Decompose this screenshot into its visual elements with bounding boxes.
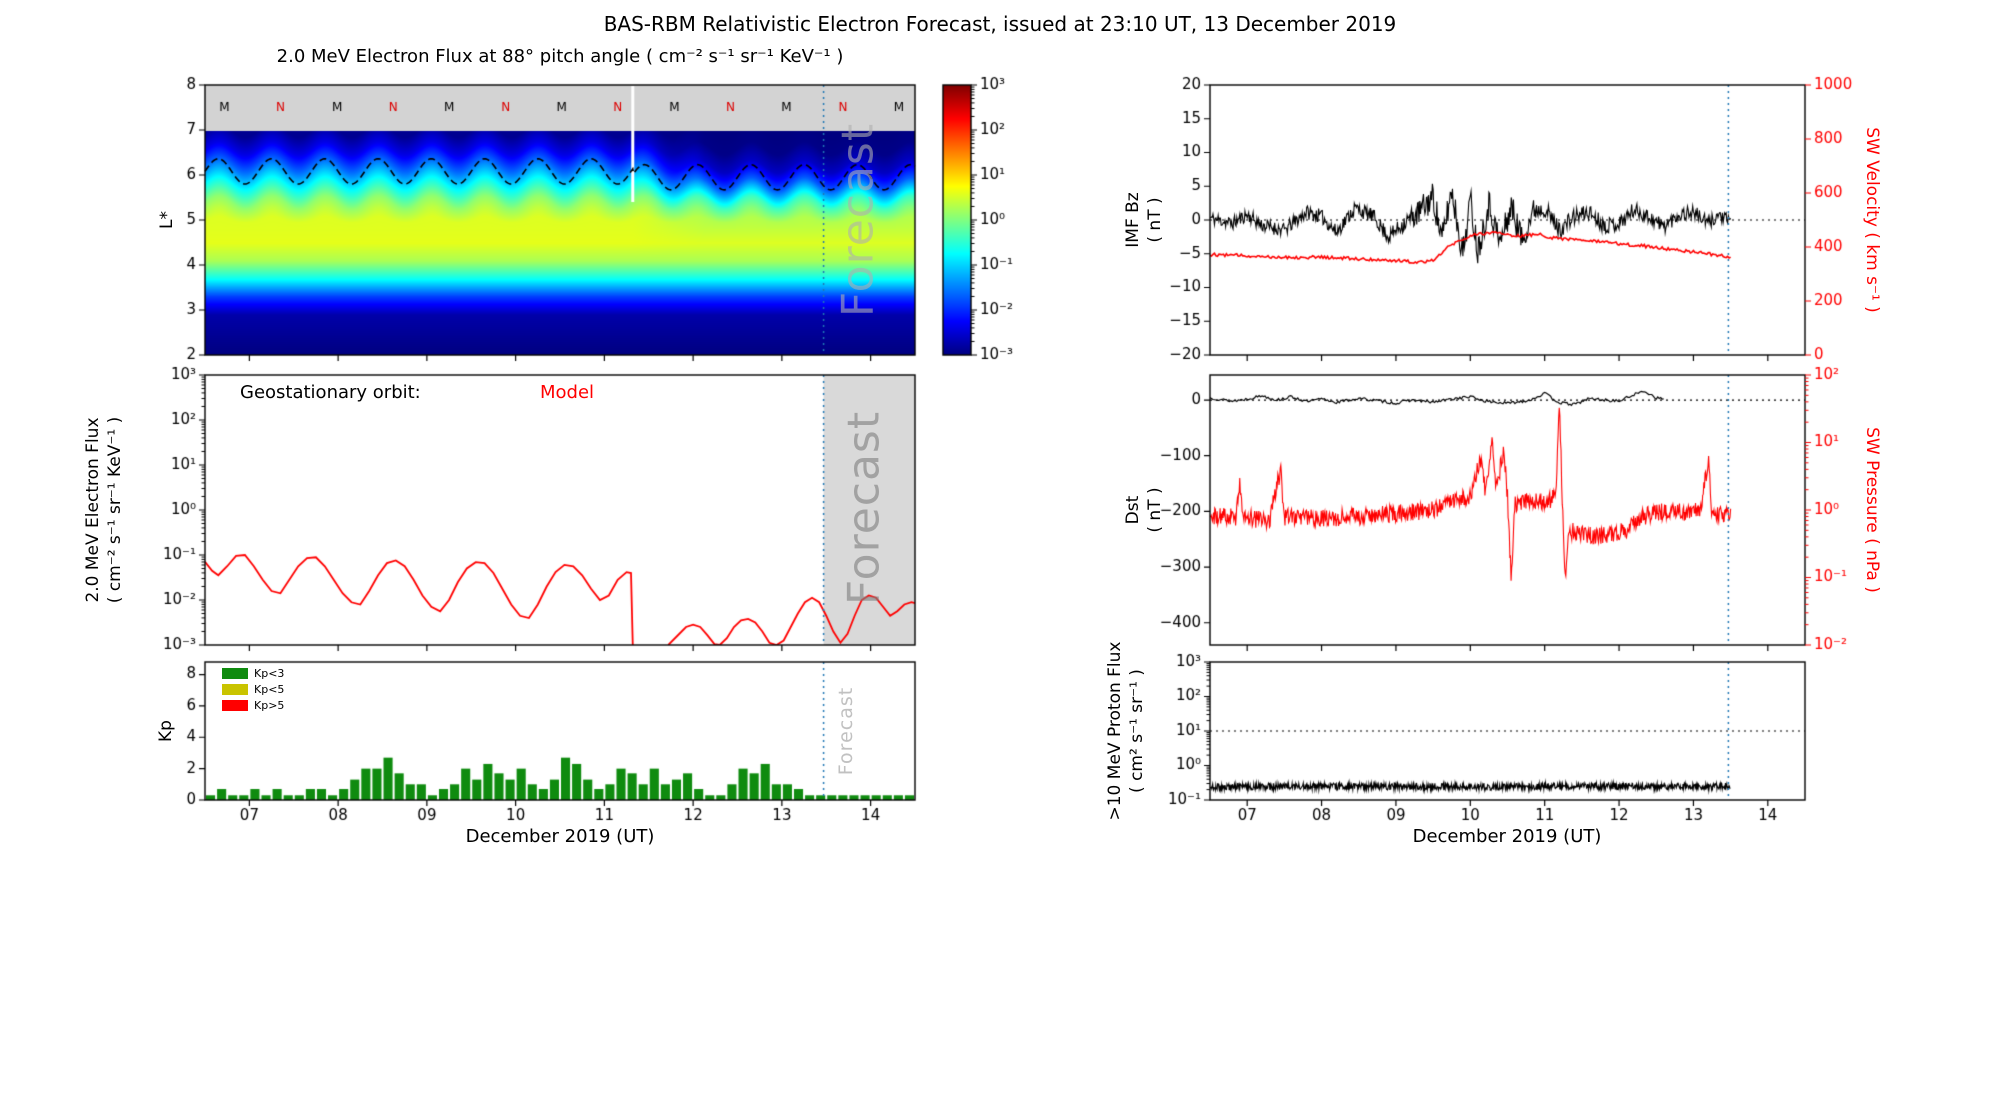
left-x-axis-title: December 2019 (UT) bbox=[465, 826, 655, 847]
dst-y-axis-label-line1: Dst bbox=[1123, 495, 1143, 525]
kp-legend: Kp<3 Kp<5 Kp>5 bbox=[222, 667, 284, 712]
flux-y-axis-label-line2: ( cm⁻² s⁻¹ sr⁻¹ KeV⁻¹ ) bbox=[105, 416, 125, 604]
right-x-axis-title: December 2019 (UT) bbox=[1412, 826, 1602, 847]
legend-item-kp-lt3: Kp<3 bbox=[222, 667, 284, 680]
flux-y-axis-label-line1: 2.0 MeV Electron Flux bbox=[83, 417, 103, 603]
spectrogram-y-axis-label: L* bbox=[157, 211, 177, 229]
proton-y-axis-label-line1: >10 MeV Proton Flux bbox=[1105, 641, 1125, 821]
sw-pressure-axis-label: SW Pressure ( nPa ) bbox=[1862, 427, 1882, 593]
legend-swatch-red bbox=[222, 700, 248, 711]
legend-swatch-green bbox=[222, 668, 248, 679]
legend-item-kp-lt5: Kp<5 bbox=[222, 683, 284, 696]
figure-title: BAS-RBM Relativistic Electron Forecast, … bbox=[603, 12, 1397, 36]
legend-label-kp-gt5: Kp>5 bbox=[254, 699, 285, 712]
dst-y-axis-label: Dst ( nT ) bbox=[1122, 487, 1166, 532]
sw-velocity-axis-label: SW Velocity ( km s⁻¹ ) bbox=[1862, 127, 1882, 313]
proton-y-axis-label: >10 MeV Proton Flux ( cm² s⁻¹ sr⁻¹ ) bbox=[1104, 642, 1148, 821]
imf-y-axis-label-line2: ( nT ) bbox=[1145, 197, 1165, 243]
forecast-watermark-flux: Forecast bbox=[838, 410, 890, 606]
dst-y-axis-label-line2: ( nT ) bbox=[1145, 487, 1165, 533]
forecast-watermark-spectrogram: Forecast bbox=[832, 122, 884, 318]
spectrogram-title: 2.0 MeV Electron Flux at 88° pitch angle… bbox=[276, 46, 844, 67]
legend-label-kp-lt3: Kp<3 bbox=[254, 667, 285, 680]
forecast-watermark-kp: Forecast bbox=[835, 686, 857, 776]
imf-y-axis-label-line1: IMF Bz bbox=[1123, 192, 1143, 248]
imf-y-axis-label: IMF Bz ( nT ) bbox=[1122, 192, 1166, 247]
kp-y-axis-label: Kp bbox=[156, 720, 176, 742]
geo-orbit-annotation: Geostationary orbit: bbox=[240, 382, 421, 403]
flux-y-axis-label: 2.0 MeV Electron Flux ( cm⁻² s⁻¹ sr⁻¹ Ke… bbox=[82, 417, 126, 603]
legend-swatch-yellow bbox=[222, 684, 248, 695]
proton-y-axis-label-line2: ( cm² s⁻¹ sr⁻¹ ) bbox=[1127, 669, 1147, 793]
geo-model-label: Model bbox=[540, 382, 595, 403]
legend-label-kp-lt5: Kp<5 bbox=[254, 683, 285, 696]
legend-item-kp-gt5: Kp>5 bbox=[222, 699, 284, 712]
